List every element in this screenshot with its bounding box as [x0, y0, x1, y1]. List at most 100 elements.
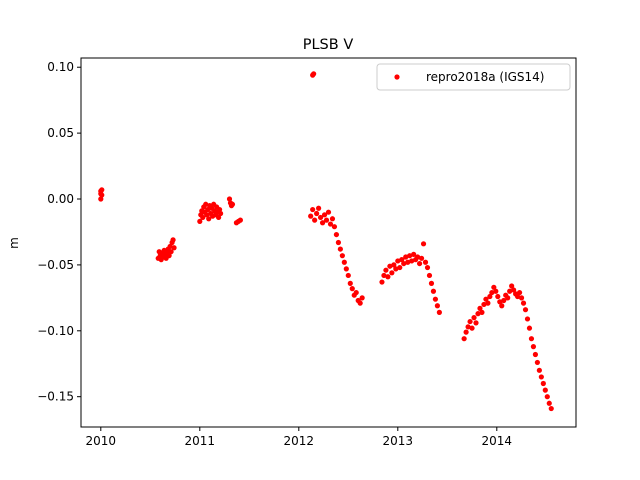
data-point — [308, 213, 314, 219]
data-point — [422, 259, 429, 265]
data-point — [463, 329, 469, 335]
data-point — [493, 288, 499, 294]
data-point — [319, 220, 326, 226]
data-point — [485, 300, 491, 306]
data-point — [424, 264, 431, 271]
data-point — [314, 210, 320, 217]
data-point — [99, 187, 105, 193]
data-point — [343, 266, 349, 272]
data-point — [473, 320, 479, 326]
data-point — [203, 201, 209, 207]
data-point — [467, 318, 473, 325]
data-point — [487, 293, 493, 300]
data-point — [387, 263, 393, 269]
data-point — [167, 243, 173, 250]
data-point — [544, 394, 550, 400]
legend-marker — [394, 74, 400, 80]
data-point — [395, 258, 401, 264]
data-point — [481, 301, 487, 308]
data-point — [475, 311, 481, 317]
data-point — [316, 205, 322, 211]
legend-box — [376, 63, 571, 91]
data-point — [206, 216, 212, 222]
x-tick-label: 2011 — [185, 434, 216, 448]
data-point — [409, 258, 415, 264]
data-point — [520, 300, 527, 306]
data-point — [204, 212, 210, 218]
data-point — [171, 245, 177, 251]
data-point — [505, 295, 511, 301]
data-point — [312, 217, 318, 223]
data-point — [415, 254, 421, 260]
data-point — [514, 293, 521, 300]
data-point — [430, 288, 437, 294]
data-point — [339, 253, 345, 259]
data-point — [217, 206, 223, 213]
data-point — [495, 293, 501, 300]
data-points — [98, 71, 554, 412]
data-point — [205, 206, 211, 213]
data-point — [501, 297, 507, 304]
data-point — [436, 309, 442, 315]
data-point — [200, 214, 206, 221]
data-point — [524, 316, 531, 322]
data-point — [357, 300, 363, 306]
data-point — [461, 336, 467, 342]
data-point — [229, 201, 236, 207]
data-point — [407, 253, 413, 259]
data-point — [98, 196, 104, 202]
data-point — [349, 286, 355, 292]
data-point — [99, 192, 105, 198]
data-point — [226, 196, 233, 202]
data-point — [540, 380, 546, 387]
data-point — [166, 253, 172, 259]
x-tick-label: 2013 — [383, 434, 414, 448]
x-tick-label: 2010 — [86, 434, 117, 448]
data-point — [381, 272, 387, 279]
data-point — [405, 259, 411, 265]
data-point — [416, 260, 423, 267]
data-point — [310, 206, 316, 213]
data-point — [399, 257, 405, 263]
data-point — [479, 309, 485, 315]
data-point — [528, 336, 535, 342]
data-point — [497, 299, 503, 305]
data-point — [491, 284, 497, 290]
data-point — [385, 274, 391, 280]
data-point — [538, 374, 544, 380]
data-point — [465, 324, 471, 330]
data-point — [420, 241, 427, 247]
data-point — [321, 212, 328, 218]
data-point — [383, 267, 389, 273]
x-axis: 2010 2011 2012 2013 2014 — [86, 427, 512, 448]
data-point — [507, 288, 513, 294]
x-tick-label: 2012 — [284, 434, 315, 448]
y-tick-label: −0.15 — [37, 390, 74, 404]
data-point — [197, 218, 203, 225]
data-point — [411, 251, 417, 257]
data-point — [526, 325, 533, 331]
data-point — [401, 260, 407, 267]
data-point — [403, 254, 409, 260]
data-point — [530, 344, 537, 350]
data-point — [329, 216, 336, 222]
data-point — [389, 270, 395, 276]
legend: repro2018a (IGS14) — [376, 63, 571, 91]
data-point — [341, 259, 347, 265]
chart-title: PLSB V — [303, 37, 354, 53]
y-axis: 0.10 0.05 0.00 −0.05 −0.10 −0.15 — [37, 60, 81, 404]
data-point — [428, 280, 435, 286]
data-point — [542, 387, 548, 393]
data-point — [548, 405, 554, 412]
data-point — [393, 266, 399, 272]
data-point — [536, 367, 542, 373]
data-point — [511, 287, 517, 293]
data-point — [397, 264, 403, 271]
data-point — [418, 255, 425, 261]
data-point — [518, 295, 525, 301]
data-point — [477, 305, 483, 311]
data-point — [353, 289, 359, 296]
data-point — [327, 221, 334, 227]
data-point — [311, 71, 317, 77]
data-point — [331, 224, 338, 230]
